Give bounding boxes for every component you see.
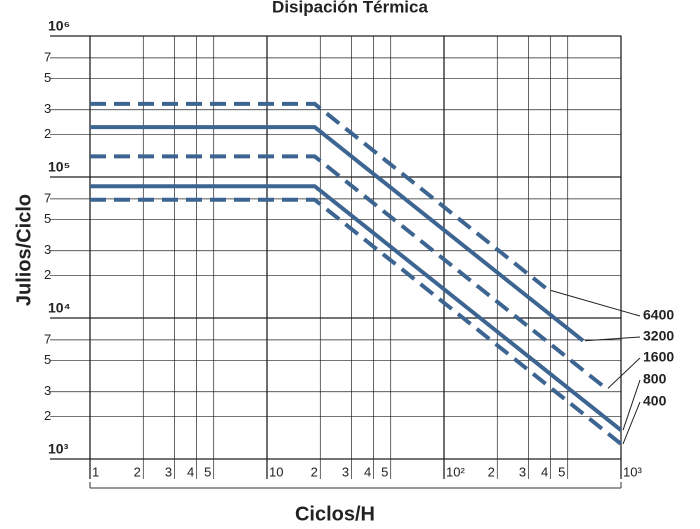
x-tick-label: 3 — [165, 464, 172, 479]
leader-line — [550, 289, 641, 317]
y-tick-label: 3 — [44, 383, 51, 398]
x-tick-label: 3 — [519, 464, 526, 479]
x-tick-label: 2 — [488, 464, 495, 479]
x-tick-label: 4 — [364, 464, 371, 479]
x-axis-label: Ciclos/H — [295, 503, 375, 525]
legend-label: 1600 — [643, 349, 674, 365]
x-tick-label: 5 — [204, 464, 211, 479]
series-line — [90, 154, 608, 390]
y-tick-label: 2 — [44, 267, 51, 282]
x-tick-label: 4 — [187, 464, 194, 479]
series-line — [90, 125, 585, 343]
leader-line — [622, 401, 641, 445]
x-tick-label: 4 — [541, 464, 548, 479]
y-tick-label: 2 — [44, 126, 51, 141]
y-tick-label: 10³ — [48, 441, 69, 457]
y-tick-label: 5 — [44, 211, 51, 226]
y-axis-label: Julios/Ciclo — [13, 194, 35, 306]
series-line — [90, 197, 623, 446]
legend-label: 3200 — [643, 328, 674, 344]
y-tick-label: 3 — [44, 242, 51, 257]
x-tick-label: 5 — [381, 464, 388, 479]
x-tick-label: 10³ — [623, 464, 642, 479]
x-tick-label: 1 — [92, 464, 99, 479]
x-tick-label: 2 — [311, 464, 318, 479]
series-line — [90, 184, 623, 432]
y-tick-label: 7 — [44, 190, 51, 205]
x-tick-label: 3 — [342, 464, 349, 479]
leader-line — [622, 379, 641, 431]
y-tick-label: 5 — [44, 352, 51, 367]
y-tick-label: 10⁶ — [48, 18, 70, 34]
y-tick-label: 7 — [44, 331, 51, 346]
y-tick-label: 10⁴ — [48, 300, 71, 316]
chart-title: Disipación Térmica — [272, 0, 428, 16]
legend-label: 6400 — [643, 307, 674, 323]
leader-line — [584, 336, 641, 342]
y-tick-label: 10⁵ — [48, 159, 70, 175]
legend-label: 400 — [643, 393, 667, 409]
x-tick-label: 10² — [446, 464, 465, 479]
legend-label: 800 — [643, 371, 667, 387]
y-tick-label: 2 — [44, 408, 51, 423]
plot-frame — [89, 35, 622, 460]
y-tick-label: 3 — [44, 101, 51, 116]
x-tick-label: 2 — [134, 464, 141, 479]
y-tick-label: 7 — [44, 49, 51, 64]
x-tick-label: 5 — [558, 464, 565, 479]
leader-line — [607, 357, 641, 389]
y-tick-label: 5 — [44, 70, 51, 85]
series-line — [90, 101, 550, 292]
x-tick-label: 10 — [269, 464, 283, 479]
